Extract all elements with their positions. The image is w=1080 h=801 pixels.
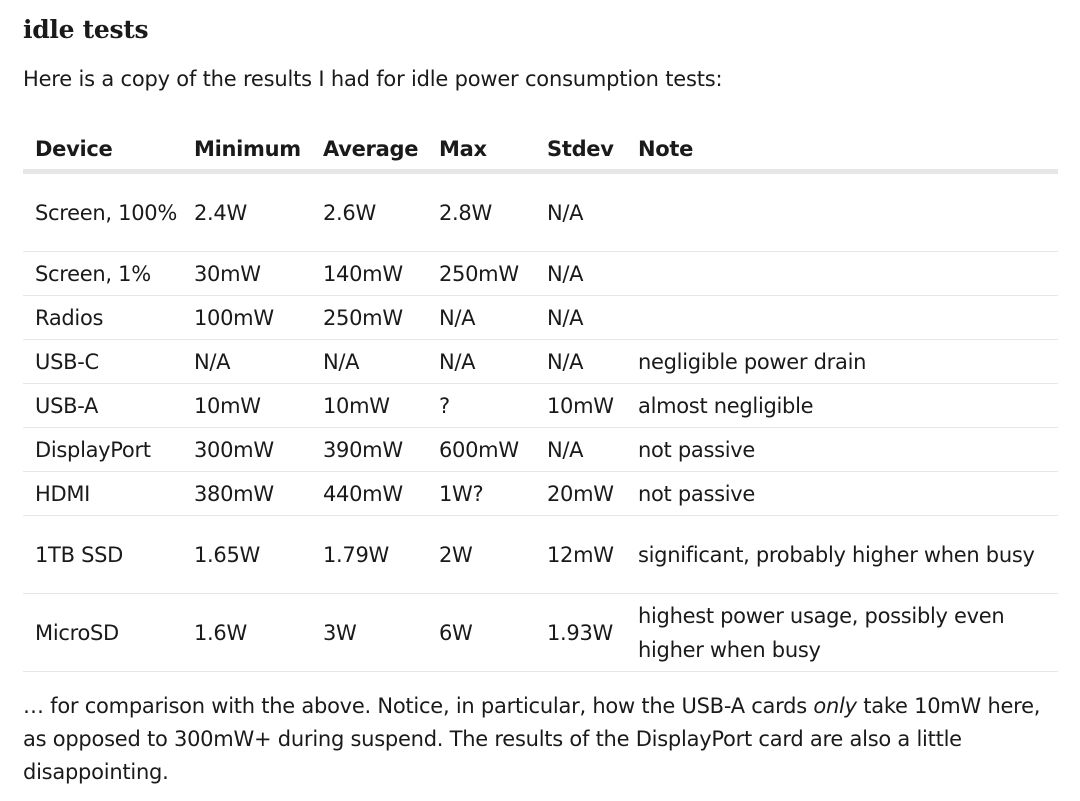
note-cell: highest power usage, possibly even highe…: [626, 593, 1058, 672]
minimum-cell: N/A: [182, 339, 311, 384]
table-row: MicroSD 1.6W 3W 6W 1.93W highest power u…: [23, 593, 1058, 672]
average-cell: 10mW: [311, 383, 427, 428]
device-cell: MicroSD: [23, 593, 182, 672]
max-cell: 600mW: [427, 427, 535, 472]
stdev-cell: 20mW: [535, 471, 626, 516]
minimum-cell: 300mW: [182, 427, 311, 472]
outro-text-start: … for comparison with the above. Notice,…: [23, 694, 814, 718]
average-cell: N/A: [311, 339, 427, 384]
max-cell: N/A: [427, 339, 535, 384]
minimum-cell: 380mW: [182, 471, 311, 516]
minimum-cell: 100mW: [182, 295, 311, 340]
device-cell: DisplayPort: [23, 427, 182, 472]
device-cell: 1TB SSD: [23, 515, 182, 594]
max-cell: N/A: [427, 295, 535, 340]
note-cell: not passive: [626, 427, 1058, 472]
average-cell: 440mW: [311, 471, 427, 516]
average-cell: 250mW: [311, 295, 427, 340]
table-row: USB-C N/A N/A N/A N/A negligible power d…: [23, 339, 1058, 384]
table-row: HDMI 380mW 440mW 1W? 20mW not passive: [23, 471, 1058, 516]
outro-text-end: take 10mW here, as opposed to 300mW+ dur…: [23, 694, 1041, 784]
intro-paragraph: Here is a copy of the results I had for …: [23, 67, 723, 91]
max-cell: 2W: [427, 515, 535, 594]
note-cell: negligible power drain: [626, 339, 1058, 384]
table-row: Screen, 100% 2.4W 2.6W 2.8W N/A: [23, 171, 1058, 252]
stdev-cell: 12mW: [535, 515, 626, 594]
table-row: USB-A 10mW 10mW ? 10mW almost negligible: [23, 383, 1058, 428]
max-cell: 1W?: [427, 471, 535, 516]
max-cell: 2.8W: [427, 171, 535, 252]
device-cell: USB-C: [23, 339, 182, 384]
section-heading: idle tests: [23, 15, 149, 44]
device-cell: Screen, 1%: [23, 251, 182, 296]
max-cell: ?: [427, 383, 535, 428]
minimum-cell: 10mW: [182, 383, 311, 428]
stdev-cell: N/A: [535, 295, 626, 340]
stdev-cell: 10mW: [535, 383, 626, 428]
note-cell: significant, probably higher when busy: [626, 515, 1058, 594]
stdev-cell: N/A: [535, 251, 626, 296]
note-cell: not passive: [626, 471, 1058, 516]
column-header-note: Note: [626, 129, 1058, 174]
average-cell: 1.79W: [311, 515, 427, 594]
average-cell: 2.6W: [311, 171, 427, 252]
device-cell: Radios: [23, 295, 182, 340]
device-cell: HDMI: [23, 471, 182, 516]
table-row: Radios 100mW 250mW N/A N/A: [23, 295, 1058, 340]
note-cell: [626, 171, 1058, 252]
column-header-device: Device: [23, 129, 182, 174]
outro-paragraph: … for comparison with the above. Notice,…: [23, 690, 1063, 789]
column-header-average: Average: [311, 129, 427, 174]
table-header-row: Device Minimum Average Max Stdev Note: [23, 129, 1058, 174]
max-cell: 250mW: [427, 251, 535, 296]
column-header-max: Max: [427, 129, 535, 174]
average-cell: 390mW: [311, 427, 427, 472]
minimum-cell: 1.65W: [182, 515, 311, 594]
minimum-cell: 1.6W: [182, 593, 311, 672]
note-cell: [626, 295, 1058, 340]
idle-power-table: Device Minimum Average Max Stdev Note Sc…: [23, 129, 1058, 672]
average-cell: 3W: [311, 593, 427, 672]
device-cell: Screen, 100%: [23, 171, 182, 252]
column-header-minimum: Minimum: [182, 129, 311, 174]
note-cell: almost negligible: [626, 383, 1058, 428]
note-cell: [626, 251, 1058, 296]
max-cell: 6W: [427, 593, 535, 672]
stdev-cell: N/A: [535, 427, 626, 472]
outro-emphasis: only: [813, 694, 857, 718]
stdev-cell: 1.93W: [535, 593, 626, 672]
minimum-cell: 2.4W: [182, 171, 311, 252]
stdev-cell: N/A: [535, 171, 626, 252]
table-row: Screen, 1% 30mW 140mW 250mW N/A: [23, 251, 1058, 296]
stdev-cell: N/A: [535, 339, 626, 384]
device-cell: USB-A: [23, 383, 182, 428]
table-row: DisplayPort 300mW 390mW 600mW N/A not pa…: [23, 427, 1058, 472]
table-row: 1TB SSD 1.65W 1.79W 2W 12mW significant,…: [23, 515, 1058, 594]
minimum-cell: 30mW: [182, 251, 311, 296]
column-header-stdev: Stdev: [535, 129, 626, 174]
average-cell: 140mW: [311, 251, 427, 296]
